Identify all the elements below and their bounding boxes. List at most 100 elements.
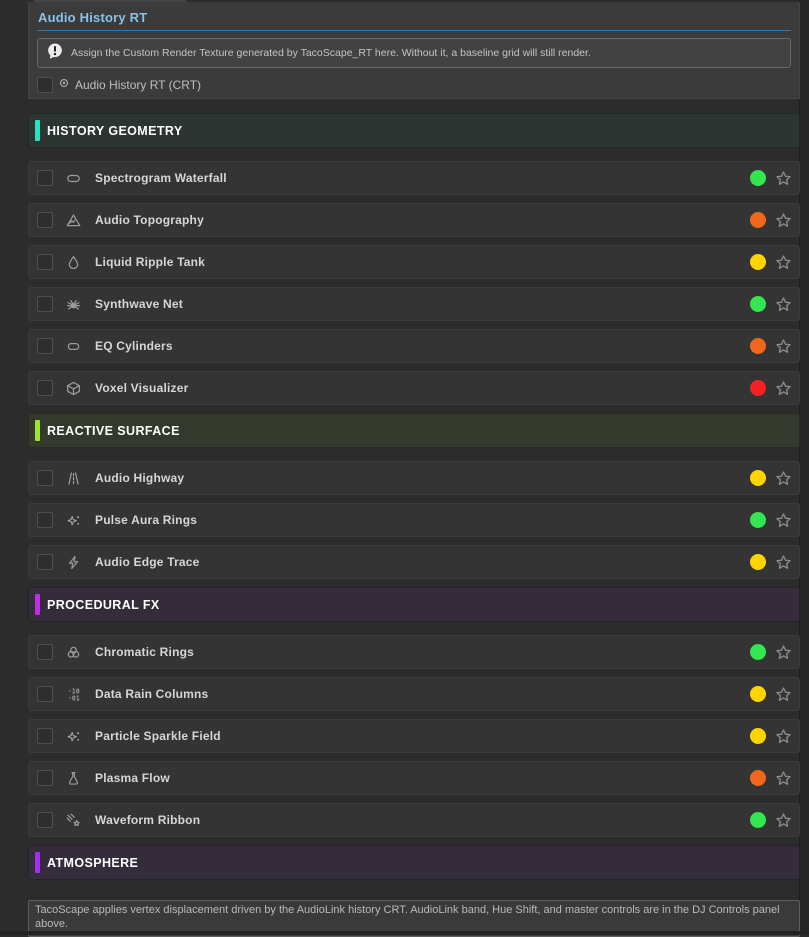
toggle-checkbox[interactable]	[37, 170, 53, 186]
list-item-data-rain-columns[interactable]: ·10·01 Data Rain Columns	[28, 677, 800, 711]
info-helpbox: Assign the Custom Render Texture generat…	[37, 38, 791, 68]
status-dot	[750, 554, 766, 570]
bug-icon	[64, 295, 82, 313]
section-header-reactive-surface: REACTIVE SURFACE	[28, 413, 800, 448]
list-item-audio-topography[interactable]: Audio Topography	[28, 203, 800, 237]
toggle-checkbox[interactable]	[37, 254, 53, 270]
star-icon[interactable]	[774, 811, 793, 830]
star-icon[interactable]	[774, 169, 793, 188]
toggle-checkbox[interactable]	[37, 728, 53, 744]
toggle-checkbox[interactable]	[37, 644, 53, 660]
page-title: Audio History RT	[38, 10, 148, 25]
item-label: Waveform Ribbon	[95, 813, 201, 827]
star-icon[interactable]	[774, 337, 793, 356]
list-item-waveform-ribbon[interactable]: Waveform Ribbon	[28, 803, 800, 837]
list-item-voxel-visualizer[interactable]: Voxel Visualizer	[28, 371, 800, 405]
sparkles-icon	[64, 511, 82, 529]
item-label: Audio Edge Trace	[95, 555, 200, 569]
section-reactive-surface: REACTIVE SURFACE Audio Highway Pulse Aura …	[28, 413, 800, 579]
section-rows: Spectrogram Waterfall Audio Topography Liq…	[28, 161, 800, 405]
status-dot	[750, 212, 766, 228]
item-label: Spectrogram Waterfall	[95, 171, 227, 185]
road-icon	[64, 469, 82, 487]
status-dot	[750, 254, 766, 270]
list-item-eq-cylinders[interactable]: EQ Cylinders	[28, 329, 800, 363]
toggle-checkbox[interactable]	[37, 512, 53, 528]
list-item-chromatic-rings[interactable]: Chromatic Rings	[28, 635, 800, 669]
star-icon[interactable]	[774, 469, 793, 488]
item-label: Chromatic Rings	[95, 645, 195, 659]
item-label: Voxel Visualizer	[95, 381, 189, 395]
section-title: ATMOSPHERE	[47, 855, 139, 870]
status-dot	[750, 812, 766, 828]
status-dot	[750, 338, 766, 354]
star-icon[interactable]	[774, 511, 793, 530]
section-header-procedural-fx: PROCEDURAL FX	[28, 587, 800, 622]
capsule-icon	[64, 337, 82, 355]
svg-text:·01: ·01	[67, 694, 79, 702]
title-divider	[37, 30, 791, 31]
item-label: Synthwave Net	[95, 297, 183, 311]
item-label: Plasma Flow	[95, 771, 170, 785]
star-icon[interactable]	[774, 379, 793, 398]
section-procedural-fx: PROCEDURAL FX Chromatic Rings ·10·01 Data R…	[28, 587, 800, 837]
status-dot	[750, 296, 766, 312]
list-item-audio-highway[interactable]: Audio Highway	[28, 461, 800, 495]
svg-text:·10: ·10	[67, 687, 79, 695]
list-item-synthwave-net[interactable]: Synthwave Net	[28, 287, 800, 321]
toggle-checkbox[interactable]	[37, 812, 53, 828]
section-header-history-geometry: HISTORY GEOMETRY	[28, 113, 800, 148]
status-dot	[750, 380, 766, 396]
bottom-edge	[0, 931, 800, 935]
toggle-checkbox[interactable]	[37, 470, 53, 486]
toggle-checkbox[interactable]	[37, 380, 53, 396]
info-helpbox-text: Assign the Custom Render Texture generat…	[71, 47, 591, 59]
toggle-checkbox[interactable]	[37, 338, 53, 354]
toggle-checkbox[interactable]	[37, 296, 53, 312]
item-label: Audio Topography	[95, 213, 204, 227]
inspector-panel: Audio History RT Assign the Custom Rende…	[28, 2, 800, 937]
star-icon[interactable]	[774, 211, 793, 230]
star-icon[interactable]	[774, 295, 793, 314]
crt-object-field-row[interactable]: Audio History RT (CRT)	[37, 76, 791, 94]
section-accent-bar	[35, 852, 40, 873]
star-icon[interactable]	[774, 553, 793, 572]
star-icon[interactable]	[774, 643, 793, 662]
section-header-atmosphere: ATMOSPHERE	[28, 845, 800, 880]
star-icon[interactable]	[774, 253, 793, 272]
toggle-checkbox[interactable]	[37, 770, 53, 786]
star-icon[interactable]	[774, 727, 793, 746]
list-item-particle-sparkle-field[interactable]: Particle Sparkle Field	[28, 719, 800, 753]
status-dot	[750, 686, 766, 702]
star-icon[interactable]	[774, 685, 793, 704]
pill-icon	[64, 169, 82, 187]
flask-icon	[64, 769, 82, 787]
toggle-checkbox[interactable]	[37, 212, 53, 228]
status-dot	[750, 470, 766, 486]
binary-icon: ·10·01	[64, 685, 82, 703]
alert-bubble-icon	[46, 42, 64, 65]
section-accent-bar	[35, 594, 40, 615]
toggle-checkbox[interactable]	[37, 554, 53, 570]
section-title: HISTORY GEOMETRY	[47, 123, 183, 138]
list-item-spectrogram-waterfall[interactable]: Spectrogram Waterfall	[28, 161, 800, 195]
item-label: Particle Sparkle Field	[95, 729, 221, 743]
star-icon[interactable]	[774, 769, 793, 788]
effect-sections: HISTORY GEOMETRY Spectrogram Waterfall Aud…	[28, 113, 800, 880]
audio-history-rt-panel: Audio History RT Assign the Custom Rende…	[28, 2, 800, 99]
list-item-audio-edge-trace[interactable]: Audio Edge Trace	[28, 545, 800, 579]
list-item-liquid-ripple-tank[interactable]: Liquid Ripple Tank	[28, 245, 800, 279]
toggle-checkbox[interactable]	[37, 686, 53, 702]
status-dot	[750, 728, 766, 744]
section-rows: Audio Highway Pulse Aura Rings Audio Edge …	[28, 461, 800, 579]
scrollbar-track[interactable]	[799, 0, 809, 935]
target-icon[interactable]	[58, 76, 70, 94]
section-accent-bar	[35, 120, 40, 141]
item-label: EQ Cylinders	[95, 339, 173, 353]
status-dot	[750, 512, 766, 528]
status-dot	[750, 644, 766, 660]
crt-checkbox[interactable]	[37, 77, 53, 93]
list-item-plasma-flow[interactable]: Plasma Flow	[28, 761, 800, 795]
item-label: Audio Highway	[95, 471, 185, 485]
list-item-pulse-aura-rings[interactable]: Pulse Aura Rings	[28, 503, 800, 537]
